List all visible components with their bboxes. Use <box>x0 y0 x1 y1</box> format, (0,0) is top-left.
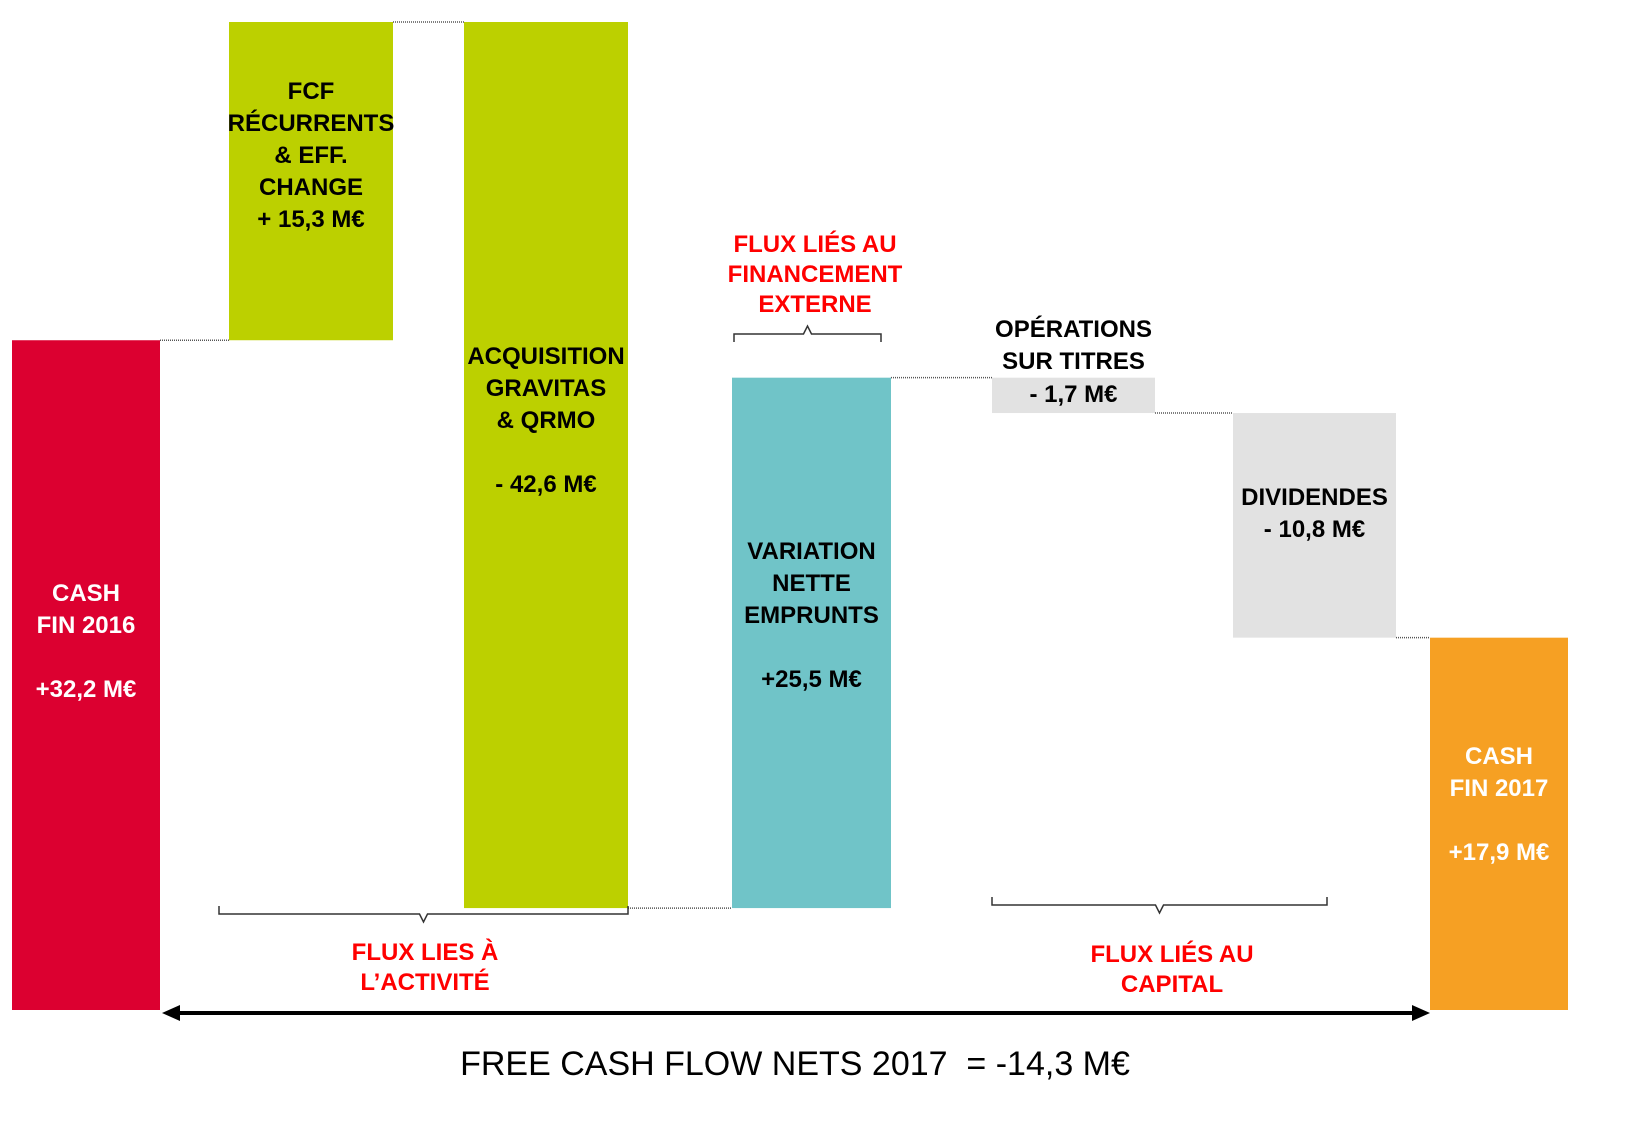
category-label: ACQUISITION GRAVITAS & QRMO <box>467 342 625 434</box>
bracket <box>733 324 882 342</box>
footer: FREE CASH FLOW NETS 2017 = -14,3 M€ <box>460 1045 1130 1083</box>
bar-label: DIVIDENDES - 10,8 M€ <box>1241 482 1388 546</box>
bar-label: ACQUISITION GRAVITAS & QRMO - 42,6 M€ <box>467 341 624 501</box>
bracket <box>991 897 1328 915</box>
category-label: DIVIDENDES <box>1241 484 1388 512</box>
bar-label: VARIATION NETTE EMPRUNTS +25,5 M€ <box>744 536 879 696</box>
group-label: FLUX LIÉS AU FINANCEMENT EXTERNE <box>727 231 903 318</box>
category-label: FCF RÉCURRENTS & EFF. CHANGE <box>227 77 395 201</box>
arrow-head <box>1412 1005 1430 1021</box>
value-label: +25,5 M€ <box>761 666 862 694</box>
bar-label: FCF RÉCURRENTS & EFF. CHANGE + 15,3 M€ <box>228 76 395 236</box>
category-label: CASH FIN 2016 <box>36 579 136 639</box>
group-label: FLUX LIES À L’ACTIVITÉ <box>351 939 499 996</box>
bar <box>732 377 891 909</box>
category-label: CASH FIN 2017 <box>1449 743 1549 803</box>
group-label: FLUX LIÉS AU CAPITAL <box>1090 941 1254 998</box>
value-label: - 10,8 M€ <box>1263 516 1366 544</box>
value-label: - 1,7 M€ <box>1029 381 1118 409</box>
value-label: +32,2 M€ <box>35 675 137 703</box>
value-label: +17,9 M€ <box>1448 839 1550 867</box>
bar <box>464 22 628 909</box>
category-label: VARIATION NETTE EMPRUNTS <box>744 538 879 630</box>
bar-label: CASH FIN 2016 +32,2 M€ <box>36 578 137 706</box>
bar <box>12 340 160 1010</box>
bar <box>1430 637 1568 1010</box>
value-label: - 42,6 M€ <box>495 470 597 498</box>
bar <box>1233 413 1396 638</box>
bar <box>992 377 1155 414</box>
bar <box>229 22 393 341</box>
bracket <box>218 906 629 924</box>
value-label: + 15,3 M€ <box>257 205 365 233</box>
bar-label: CASH FIN 2017 +17,9 M€ <box>1449 741 1550 869</box>
category-label: OPÉRATIONS SUR TITRES <box>995 315 1152 375</box>
arrow-head <box>162 1005 180 1021</box>
